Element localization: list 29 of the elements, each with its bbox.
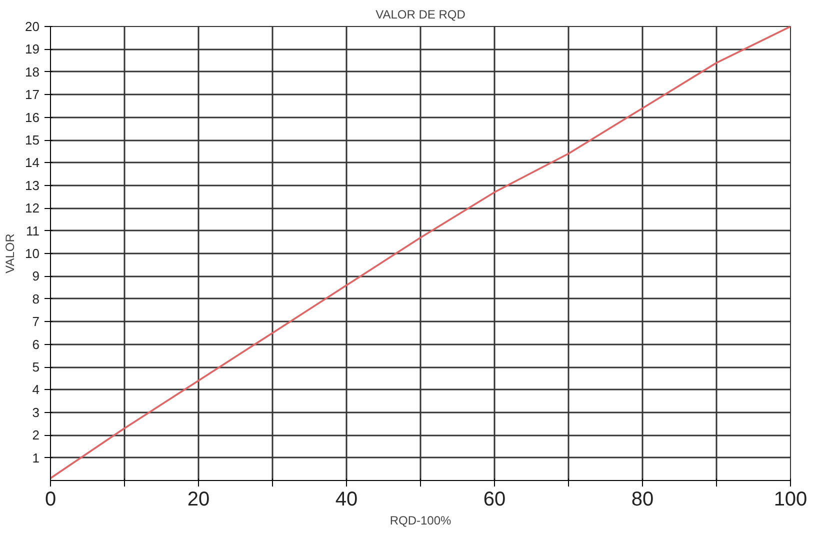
chart-title: VALOR DE RQD [376,8,466,22]
x-tick-label: 20 [187,488,210,510]
y-tick-label: 3 [32,404,40,420]
y-tick-label: 15 [25,132,40,148]
x-tick-label: 0 [44,488,56,510]
x-tick-label: 80 [631,488,654,510]
y-tick-label: 2 [32,428,40,443]
y-tick-label: 17 [25,87,40,102]
y-tick-label: 16 [25,110,40,125]
y-tick-label: 8 [32,291,40,306]
y-tick-label: 20 [25,19,40,34]
y-tick-label: 12 [25,200,40,216]
y-tick-label: 5 [32,360,40,374]
x-tick-label: 100 [774,488,808,510]
y-tick-label: 11 [26,223,40,238]
y-tick-label: 1 [32,450,40,466]
y-axis-title: VALOR [3,233,18,274]
y-tick-label: 6 [32,336,40,352]
y-tick-label: 9 [32,268,40,284]
x-tick-label: 60 [483,488,506,510]
x-tick-label: 40 [335,488,358,510]
y-tick-label: 7 [32,314,40,330]
y-tick-label: 10 [25,246,40,261]
y-tick-label: 19 [25,42,40,57]
y-tick-label: 13 [25,178,40,193]
y-tick-label: 18 [25,64,40,80]
y-tick-label: 4 [32,382,40,398]
x-axis-title: RQD-100% [390,514,452,528]
y-tick-label: 14 [25,155,40,170]
